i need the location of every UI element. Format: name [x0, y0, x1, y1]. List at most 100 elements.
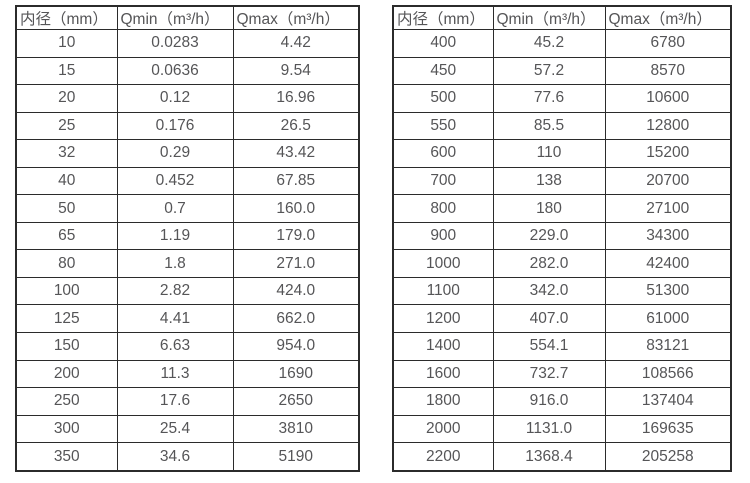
table-cell: 282.0 [492, 249, 606, 278]
table-cell: 17.6 [116, 387, 234, 416]
table-cell: 45.2 [492, 29, 606, 58]
table-cell: 138 [492, 166, 606, 196]
header-row: 内径（mm） Qmin（m³/h） Qmax（m³/h） [15, 5, 360, 30]
table-cell: 350 [15, 442, 118, 472]
table-cell: 1800 [392, 387, 494, 416]
table-row: 32 0.29 43.42 [15, 139, 360, 168]
table-cell: 32 [15, 139, 118, 168]
table-cell: 1100 [392, 276, 494, 306]
table-row: 50 0.7 160.0 [15, 194, 360, 223]
table-cell: 1600 [392, 359, 494, 389]
table-row: 1100 342.0 51300 [392, 276, 732, 306]
table-cell: 15 [15, 56, 118, 86]
table-cell: 0.7 [116, 194, 234, 223]
table-row: 500 77.6 10600 [392, 84, 732, 113]
table-cell: 160.0 [232, 194, 360, 223]
table-cell: 34.6 [116, 442, 234, 472]
table-cell: 57.2 [492, 56, 606, 86]
table-cell: 0.12 [116, 84, 234, 113]
table-row: 450 57.2 8570 [392, 56, 732, 86]
table-cell: 8570 [604, 56, 732, 86]
table-cell: 77.6 [492, 84, 606, 113]
table-cell: 0.452 [116, 166, 234, 196]
table-cell: 900 [392, 221, 494, 251]
column-header: 内径（mm） [392, 5, 494, 30]
table-cell: 50 [15, 194, 118, 223]
table-cell: 554.1 [492, 332, 606, 361]
table-row: 1200 407.0 61000 [392, 304, 732, 334]
table-cell: 1.8 [116, 249, 234, 278]
table-cell: 229.0 [492, 221, 606, 251]
table-cell: 200 [15, 359, 118, 389]
column-header: Qmax（m³/h） [604, 5, 732, 30]
table-row: 40 0.452 67.85 [15, 166, 360, 196]
table-cell: 12800 [604, 111, 732, 141]
table-cell: 0.0283 [116, 29, 234, 58]
table-cell: 61000 [604, 304, 732, 334]
table-cell: 2650 [232, 387, 360, 416]
table-cell: 51300 [604, 276, 732, 306]
table-cell: 40 [15, 166, 118, 196]
table-row: 100 2.82 424.0 [15, 276, 360, 306]
table-row: 10 0.0283 4.42 [15, 29, 360, 58]
table-row: 1800 916.0 137404 [392, 387, 732, 416]
table-cell: 34300 [604, 221, 732, 251]
table-cell: 205258 [604, 442, 732, 472]
table-cell: 4.41 [116, 304, 234, 334]
table-cell: 26.5 [232, 111, 360, 141]
table-cell: 271.0 [232, 249, 360, 278]
table-row: 1000 282.0 42400 [392, 249, 732, 278]
table-cell: 125 [15, 304, 118, 334]
table-cell: 2200 [392, 442, 494, 472]
table-cell: 4.42 [232, 29, 360, 58]
column-header: 内径（mm） [15, 5, 118, 30]
table-row: 80 1.8 271.0 [15, 249, 360, 278]
table-row: 200 11.3 1690 [15, 359, 360, 389]
table-row: 400 45.2 6780 [392, 29, 732, 58]
table-cell: 0.29 [116, 139, 234, 168]
header-row: 内径（mm） Qmin（m³/h） Qmax（m³/h） [392, 5, 732, 30]
table-cell: 10 [15, 29, 118, 58]
table-cell: 1200 [392, 304, 494, 334]
table-cell: 179.0 [232, 221, 360, 251]
table-row: 20 0.12 16.96 [15, 84, 360, 113]
table-cell: 3810 [232, 414, 360, 444]
table-cell: 110 [492, 139, 606, 168]
table-cell: 500 [392, 84, 494, 113]
table-cell: 65 [15, 221, 118, 251]
table-cell: 1368.4 [492, 442, 606, 472]
table-row: 300 25.4 3810 [15, 414, 360, 444]
table-cell: 150 [15, 332, 118, 361]
table-row: 350 34.6 5190 [15, 442, 360, 472]
table-cell: 450 [392, 56, 494, 86]
table-cell: 2000 [392, 414, 494, 444]
table-cell: 25.4 [116, 414, 234, 444]
table-cell: 342.0 [492, 276, 606, 306]
table-cell: 9.54 [232, 56, 360, 86]
table-cell: 83121 [604, 332, 732, 361]
table-cell: 20700 [604, 166, 732, 196]
column-header: Qmin（m³/h） [492, 5, 606, 30]
table-cell: 916.0 [492, 387, 606, 416]
table-row: 65 1.19 179.0 [15, 221, 360, 251]
table-cell: 732.7 [492, 359, 606, 389]
table-cell: 0.176 [116, 111, 234, 141]
table-cell: 137404 [604, 387, 732, 416]
table-cell: 800 [392, 194, 494, 223]
table-cell: 43.42 [232, 139, 360, 168]
table-cell: 1.19 [116, 221, 234, 251]
table-cell: 424.0 [232, 276, 360, 306]
table-cell: 80 [15, 249, 118, 278]
table-cell: 27100 [604, 194, 732, 223]
table-row: 150 6.63 954.0 [15, 332, 360, 361]
table-cell: 100 [15, 276, 118, 306]
table-row: 900 229.0 34300 [392, 221, 732, 251]
table-cell: 108566 [604, 359, 732, 389]
table-cell: 180 [492, 194, 606, 223]
table-cell: 10600 [604, 84, 732, 113]
table-cell: 11.3 [116, 359, 234, 389]
table-cell: 407.0 [492, 304, 606, 334]
table-cell: 15200 [604, 139, 732, 168]
table-cell: 550 [392, 111, 494, 141]
